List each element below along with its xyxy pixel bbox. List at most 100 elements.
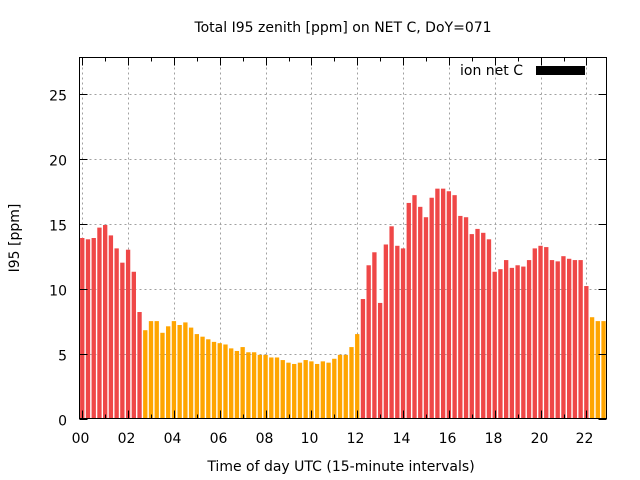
bar: [475, 228, 480, 419]
bar: [160, 332, 165, 419]
legend-label: ion net C: [460, 63, 523, 79]
bar: [452, 195, 457, 419]
y-axis-label: I95 [ppm]: [7, 204, 23, 273]
bar: [166, 326, 171, 419]
x-tick-label: 02: [118, 431, 136, 447]
bar: [137, 312, 142, 419]
bar: [194, 334, 199, 419]
bar: [469, 234, 474, 419]
bar: [85, 239, 91, 419]
y-tick-label: 0: [58, 414, 67, 430]
bar: [143, 330, 148, 419]
bar: [206, 339, 211, 419]
bar: [355, 334, 360, 419]
bar: [366, 265, 371, 419]
bar: [429, 197, 434, 419]
bar: [108, 235, 114, 419]
bar: [486, 239, 492, 419]
bar: [377, 302, 383, 419]
bar: [320, 361, 326, 419]
bar: [555, 261, 560, 419]
bar: [481, 232, 486, 419]
bar: [498, 269, 503, 419]
bar: [561, 256, 566, 419]
bar: [125, 249, 131, 419]
y-axis-ticks: 0 5 10 15 20 25: [49, 89, 607, 430]
bar: [171, 321, 177, 419]
bar: [337, 354, 343, 419]
bar: [418, 206, 423, 419]
x-tick-label: 06: [210, 431, 228, 447]
x-axis-label: Time of day UTC (15-minute intervals): [206, 459, 474, 475]
bar: [200, 336, 205, 419]
bar: [246, 352, 251, 419]
bar: [131, 271, 136, 419]
bar: [532, 248, 537, 419]
bar: [526, 260, 532, 419]
bar: [154, 321, 159, 419]
bar: [406, 202, 411, 419]
bar: [332, 358, 337, 419]
bar: [217, 343, 222, 419]
bar: [349, 347, 354, 419]
bar: [538, 245, 543, 419]
bar: [80, 238, 85, 419]
bar: [567, 258, 572, 419]
x-tick-label: 18: [485, 431, 503, 447]
bar: [309, 361, 314, 419]
bar: [372, 252, 377, 419]
y-tick-label: 10: [49, 284, 67, 300]
bar: [572, 260, 578, 419]
bar: [595, 321, 600, 419]
bar: [177, 325, 182, 419]
bar: [423, 217, 429, 419]
bar: [103, 225, 108, 419]
x-tick-label: 04: [164, 431, 182, 447]
bar: [343, 354, 348, 419]
bar: [326, 362, 331, 419]
bar: [148, 321, 154, 419]
bar: [395, 245, 400, 419]
bar: [389, 226, 394, 419]
bar: [383, 244, 389, 419]
y-tick-label: 25: [49, 89, 67, 105]
bar: [297, 362, 303, 419]
chart-title: Total I95 zenith [ppm] on NET C, DoY=071: [193, 20, 491, 36]
bar: [251, 352, 257, 419]
bar: [446, 191, 452, 419]
bar: [274, 357, 280, 419]
bar: [435, 188, 440, 419]
x-tick-label: 14: [393, 431, 411, 447]
x-tick-label: 10: [301, 431, 319, 447]
bar: [458, 215, 463, 419]
bar: [544, 247, 549, 419]
bar: [601, 321, 606, 419]
bar: [269, 357, 274, 419]
x-axis-ticks: 00 02 04 06 08 10 12 14 16 18 20 22: [72, 57, 594, 447]
bar: [589, 317, 595, 419]
bar: [360, 299, 366, 419]
bar: [549, 260, 555, 419]
bar: [114, 248, 119, 419]
bar: [229, 348, 234, 419]
bar: [188, 327, 194, 419]
y-tick-label: 5: [58, 349, 67, 365]
bar: [91, 238, 96, 419]
x-tick-label: 20: [531, 431, 549, 447]
bar: [509, 267, 515, 419]
bar: [292, 363, 297, 419]
bar: [521, 266, 526, 419]
bar: [303, 360, 308, 419]
x-tick-label: 00: [72, 431, 90, 447]
plot-border: [79, 57, 607, 419]
y-tick-label: 20: [49, 154, 67, 170]
bar: [97, 227, 102, 419]
bar: [412, 195, 417, 419]
bar: [515, 265, 520, 419]
legend-swatch: [536, 66, 585, 75]
bar: [223, 344, 228, 419]
x-tick-label: 08: [256, 431, 274, 447]
bar: [120, 262, 125, 419]
x-tick-label: 22: [576, 431, 594, 447]
